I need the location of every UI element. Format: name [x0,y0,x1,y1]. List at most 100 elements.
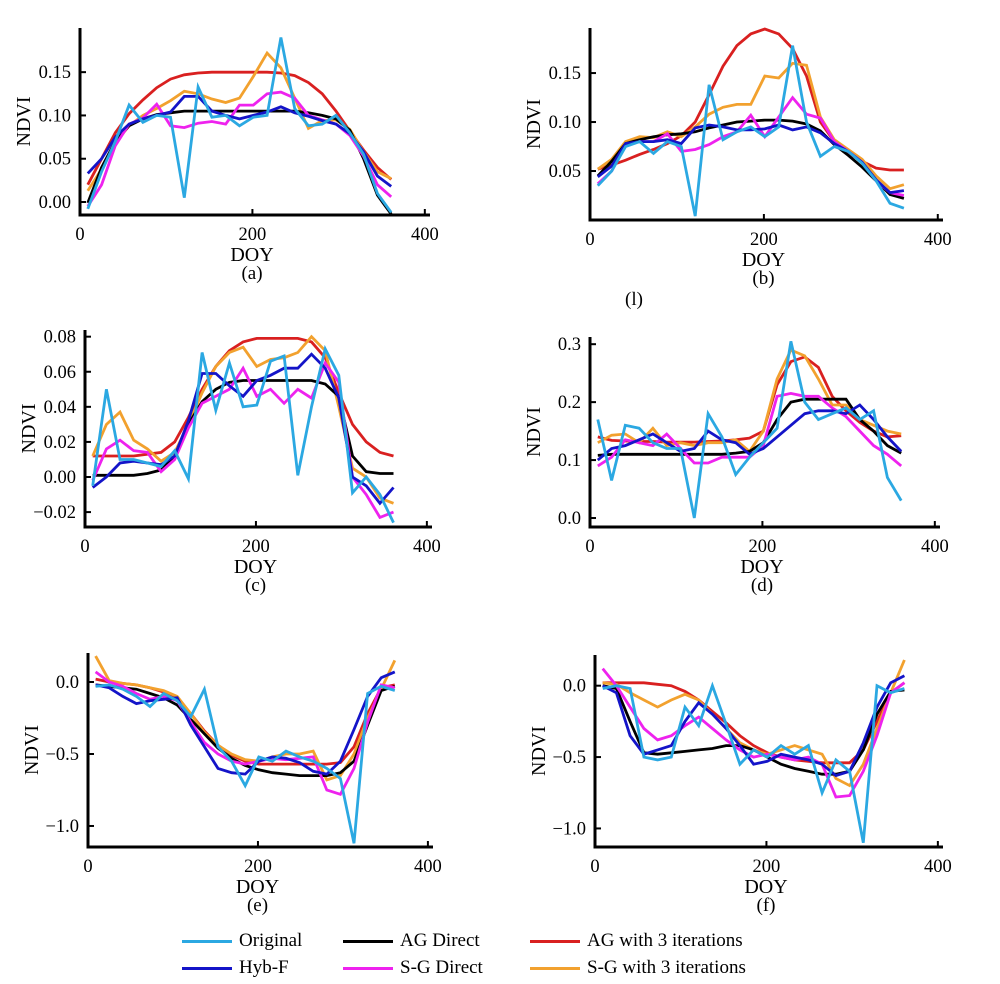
panel-b-ylabel: NDVI [523,99,545,149]
panel-c-ytick-label: 0.08 [44,328,76,348]
panel-e-xtick-label: 0 [83,857,92,877]
panel-c-ytick-label: 0.00 [44,468,76,488]
panel-b-line-original [596,45,905,217]
panel-e-axes [86,653,433,849]
panel-d-xtick-label: 400 [921,537,949,557]
legend-label-hyb_f: Hyb-F [239,957,289,978]
panel-f-line-sg_3iter [602,659,906,788]
panel-f-line-sg_direct [601,667,906,799]
panel-d-ylabel: NDVI [523,407,545,457]
legend-line-hyb_f [182,966,232,970]
panel-b-xtick-label: 400 [924,230,952,250]
legend-line-sg_direct [343,966,393,970]
panel-e-xtick-label: 200 [244,857,272,877]
legend-line-ag_direct [343,939,393,943]
panel-f-line-original [602,681,905,843]
panel-a-line-hyb_f [86,95,393,188]
panel-e: 0.0 −0.5 −1.00 200 400 DOY(e) NDVI [21,653,442,916]
panel-d-xtick-label: 200 [749,537,777,557]
panel-e-line-original [95,683,396,844]
panel-a-line-original [86,37,393,214]
panel-f-letter: (f) [757,895,776,916]
panel-e-ytick-label: −1.0 [45,817,79,837]
panel-e-xlabel: DOY [236,876,279,898]
panel-d-line-ag_3iter [597,355,902,444]
panel-b-ytick-label: 0.15 [549,64,581,84]
panel-d-line-original [596,340,903,519]
panel-c-ytick-label: 0.04 [44,398,76,418]
panel-c-line-sg_direct [91,360,395,520]
legend-item-ag_3iter: AG with 3 iterations [530,929,743,953]
panel-f-ytick-label: −1.0 [552,819,586,839]
legend-line-original [182,939,232,943]
legend-label-sg_3iter: S-G with 3 iterations [587,957,746,978]
panel-f-ytick-label: −0.5 [552,748,586,768]
panel-e-letter: (e) [247,895,268,916]
panel-e-ylabel: NDVI [21,725,43,775]
panel-e-xtick-label: 400 [414,857,442,877]
panel-a-axes [78,28,430,217]
legend-label-sg_direct: S-G Direct [400,957,483,978]
panel-b-xlabel: DOY [742,249,785,271]
panel-b-xtick-label: 0 [585,230,594,250]
panel-a-xlabel: DOY [230,244,273,266]
panel-b-line-ag_3iter [597,27,904,172]
panel-c-xtick-label: 200 [242,537,270,557]
legend-item-hyb_f: Hyb-F [182,956,289,980]
panel-d-letter: (d) [751,575,773,596]
panel-c-letter: (c) [245,575,266,596]
panel-d-line-sg_3iter [597,348,902,454]
legend-label-ag_3iter: AG with 3 iterations [587,930,743,951]
legend-item-sg_3iter: S-G with 3 iterations [530,956,746,980]
panel-c-axes [83,330,432,529]
panel-a-xtick-label: 200 [239,225,267,245]
panel-f-ylabel: NDVI [528,726,550,776]
panel-c-line-original [91,344,395,524]
legend-item-sg_direct: S-G Direct [343,956,483,980]
panel-b-line-ag_direct [596,118,905,200]
panel-a-ytick-label: 0.10 [39,106,71,126]
panel-d-ytick-label: 0.3 [558,335,581,355]
panel-a-letter: (a) [241,263,262,284]
panel-e-line-sg_direct [94,670,396,796]
panel-c-line-hyb_f [91,352,395,506]
panel-b: 0.05 0.10 0.15 0 200 400 DOY(b) NDVI [523,27,952,289]
panel-f-line-ag_direct [602,684,905,776]
panel-c-xlabel: DOY [234,556,277,578]
panel-f-line-ag_3iter [602,681,906,765]
panel-c-line-sg_3iter [91,334,394,505]
panel-d-ytick-label: 0.2 [558,393,581,413]
legend-line-sg_3iter [530,966,580,970]
panel-b-ytick-label: 0.10 [549,113,581,133]
panel-f-axes [593,655,943,849]
panel-a-xtick-label: 0 [75,225,84,245]
panel-a-ytick-label: 0.00 [39,193,71,213]
legend-item-original: Original [182,929,302,953]
panel-d: 0.0 0.1 0.2 0.3 0 200 400 DOY(d) NDVI [523,335,949,596]
panel-d-line-ag_direct [597,397,902,457]
stray-panel-label: (l) [625,289,643,310]
panel-f-xlabel: DOY [744,876,787,898]
legend-label-ag_direct: AG Direct [400,930,480,951]
panel-b-letter: (b) [752,268,774,289]
panel-f-xtick-label: 400 [924,857,952,877]
panel-a-line-ag_3iter [86,70,393,186]
panel-d-ytick-label: 0.0 [558,509,581,529]
panel-c-ytick-label: −0.02 [33,503,76,523]
panel-f-xtick-label: 0 [590,857,599,877]
panel-c-xtick-label: 0 [80,537,89,557]
panel-b-axes [588,28,943,222]
panel-c-ytick-label: 0.02 [44,433,76,453]
panel-d-xlabel: DOY [740,556,783,578]
panel-a-ylabel: NDVI [13,97,35,147]
panel-f: 0.0 −0.5 −1.00 200 400 DOY(f) NDVI [528,655,952,916]
panel-a-ytick-label: 0.15 [39,63,71,83]
panel-f-ytick-label: 0.0 [563,677,586,697]
panel-c-xtick-label: 400 [413,537,441,557]
legend-label-original: Original [239,930,303,951]
panel-d-xtick-label: 0 [585,537,594,557]
panel-c-ytick-label: 0.06 [44,363,76,383]
panel-f-line-hyb_f [602,674,906,778]
panel-e-ytick-label: −0.5 [45,745,79,765]
panel-b-ytick-label: 0.05 [549,162,581,182]
